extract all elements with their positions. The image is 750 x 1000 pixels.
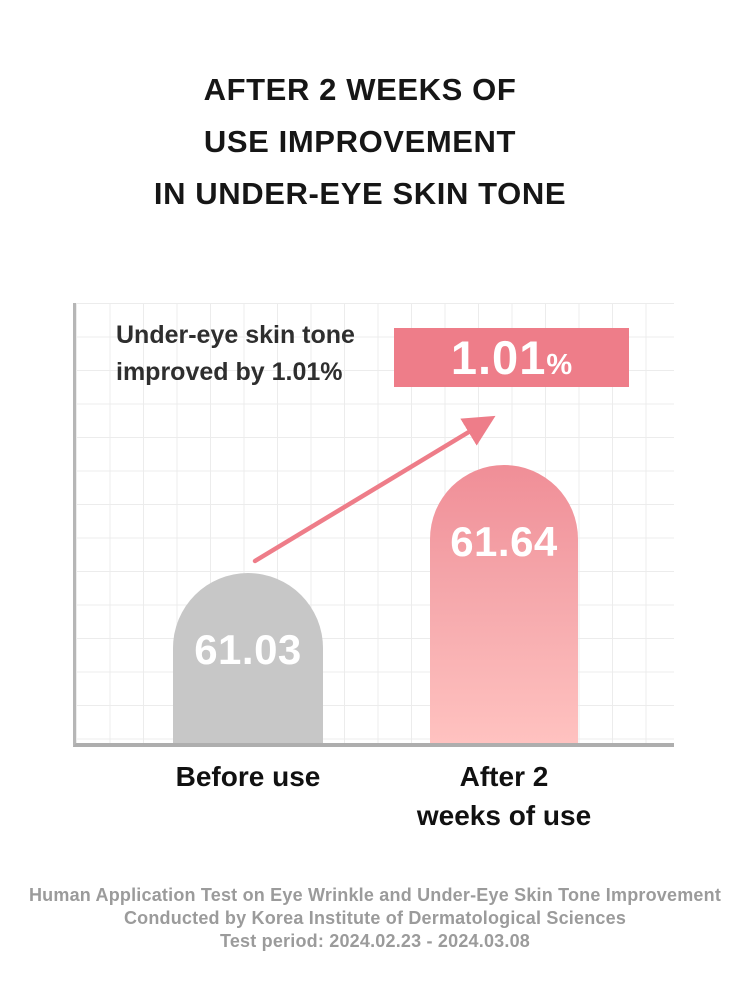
title-line-1: AFTER 2 WEEKS OF: [203, 72, 517, 107]
x-axis-label-after-use: After 2 weeks of use: [354, 757, 654, 835]
annotation-line-1: Under-eye skin tone: [116, 321, 355, 349]
footer-line-1: Human Application Test on Eye Wrinkle an…: [28, 885, 722, 905]
bar-before-use: 61.03: [173, 573, 323, 743]
footer-line-2: Conducted by Korea Institute of Dermatol…: [123, 908, 627, 928]
page-title: AFTER 2 WEEKS OF USE IMPROVEMENT IN UNDE…: [0, 64, 720, 220]
chart-panel: Under-eye skin tone improved by 1.01% 1.…: [73, 303, 674, 747]
x-axis-label-after-line-2: weeks of use: [416, 800, 592, 831]
footer-line-3: Test period: 2024.02.23 - 2024.03.08: [219, 931, 531, 951]
bar-before-value: 61.03: [194, 626, 302, 673]
footer-disclaimer: Human Application Test on Eye Wrinkle an…: [0, 884, 750, 953]
annotation-line-2: improved by 1.01%: [116, 358, 343, 386]
title-line-2: USE IMPROVEMENT: [203, 124, 517, 159]
badge-percent-sign: %: [546, 349, 573, 381]
chart-annotation: Under-eye skin tone improved by 1.01%: [116, 317, 355, 391]
x-axis-label-before-use: Before use: [175, 761, 321, 792]
bar-after-use: 61.64: [430, 465, 578, 743]
title-line-3: IN UNDER-EYE SKIN TONE: [153, 176, 567, 211]
improvement-badge: 1.01%: [394, 328, 629, 387]
bar-after-value: 61.64: [450, 518, 558, 565]
x-axis-label-after-line-1: After 2: [459, 761, 549, 792]
badge-value: 1.01: [450, 331, 547, 384]
